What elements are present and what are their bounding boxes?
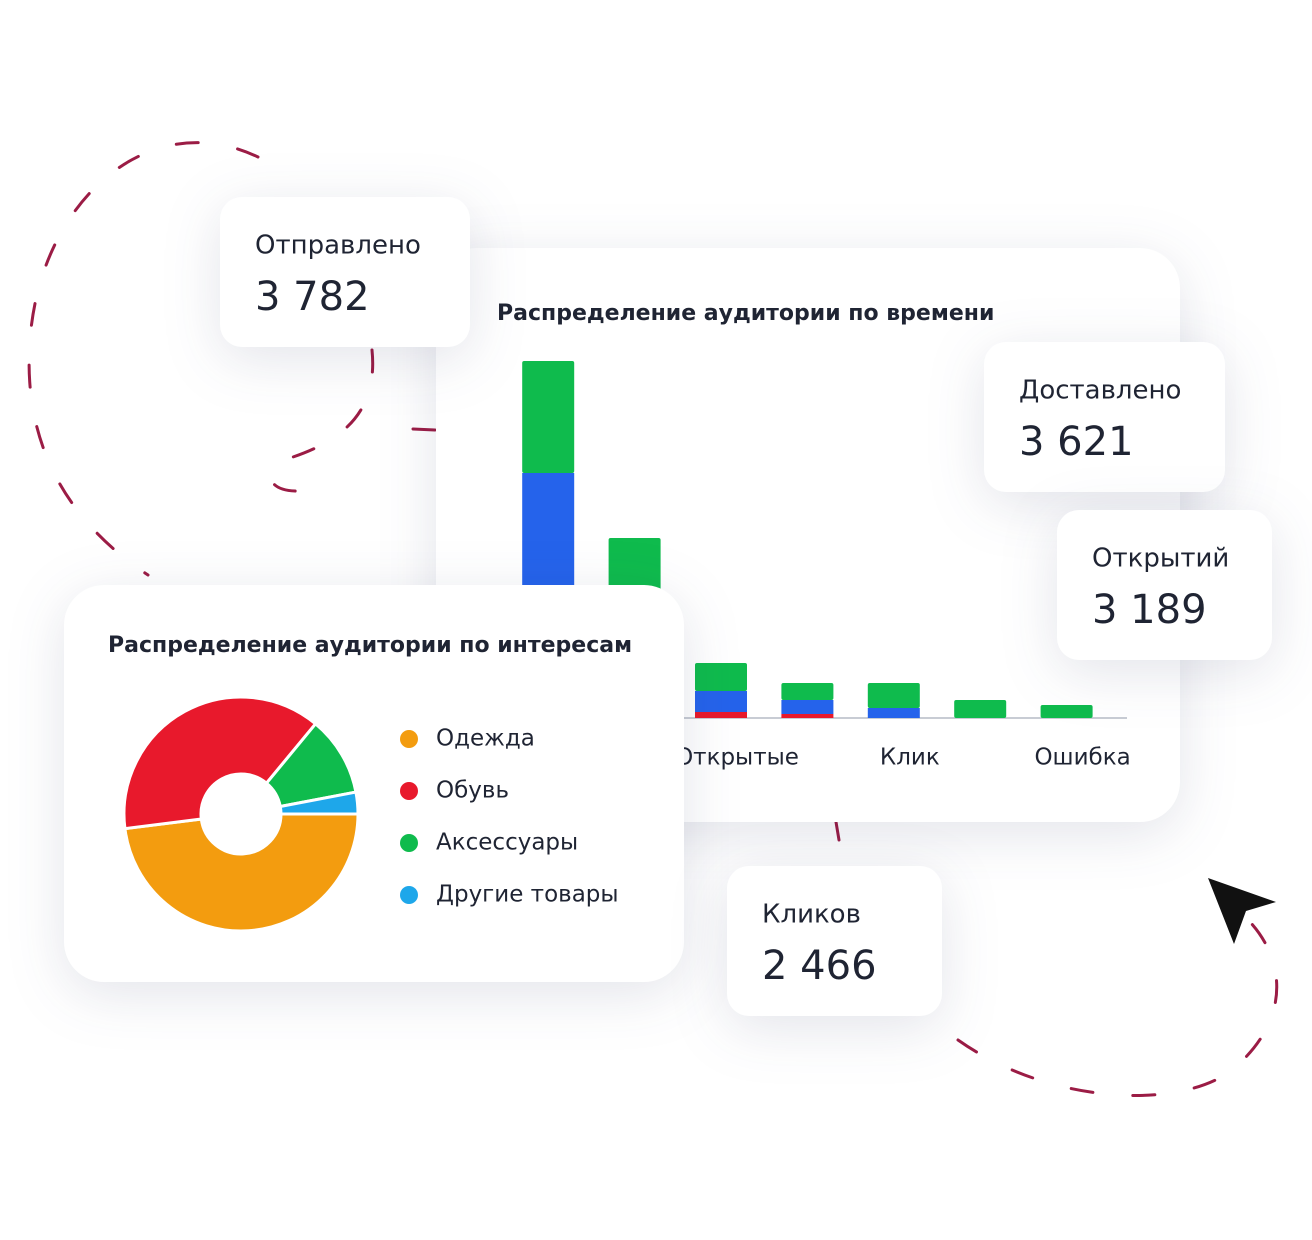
stat-card	[727, 866, 942, 1016]
bar-segment	[695, 712, 747, 718]
bar-segment	[954, 700, 1007, 718]
pie-card: Распределение аудитории по интересам Оде…	[64, 585, 684, 982]
stat-value: 3 189	[1092, 587, 1207, 633]
pie-slice	[122, 695, 318, 831]
bar-segment	[522, 361, 575, 473]
legend-swatch	[400, 834, 418, 852]
bar-segment	[695, 691, 747, 712]
chart-title: Распределение аудитории по интересам	[108, 633, 632, 658]
stat-label: Доставлено	[1019, 376, 1181, 406]
pie-slice	[123, 812, 360, 933]
legend-swatch	[400, 782, 418, 800]
legend-label: Аксессуары	[436, 830, 578, 856]
legend-swatch	[400, 886, 418, 904]
stat-label: Отправлено	[255, 231, 421, 261]
legend-label: Обувь	[436, 778, 509, 804]
stat-label: Кликов	[762, 900, 861, 930]
stat-card	[984, 342, 1225, 492]
stat-card	[220, 197, 470, 347]
stat-label: Открытий	[1092, 544, 1229, 574]
bar-segment	[781, 714, 834, 718]
legend-label: Одежда	[436, 726, 535, 752]
stat-value: 2 466	[762, 943, 877, 989]
bar-segment	[867, 708, 920, 718]
bar-segment	[781, 683, 834, 700]
cursor	[1208, 878, 1276, 944]
decoration	[956, 920, 1279, 1097]
x-tick-label: Клик	[880, 745, 940, 771]
stat-value: 3 621	[1019, 419, 1134, 465]
stat-value: 3 782	[255, 274, 370, 320]
x-tick-label: Ошибка	[1034, 745, 1130, 771]
bar-segment	[1040, 705, 1093, 718]
pie-slice	[278, 790, 360, 816]
decoration	[834, 820, 841, 842]
decoration	[411, 427, 438, 432]
legend-swatch	[400, 730, 418, 748]
stat-card	[1057, 510, 1272, 660]
bar-segment	[867, 683, 920, 708]
stat-cards: Отправлено 3 782 Доставлено 3 621 Открытий 3 …	[220, 197, 1272, 1016]
legend-label: Другие товары	[436, 882, 619, 908]
chart-title: Распределение аудитории по времени	[497, 301, 994, 326]
decoration	[269, 348, 375, 493]
bar-segment	[781, 700, 834, 714]
x-tick-label: Открытые	[675, 745, 799, 771]
bar-segment	[695, 663, 747, 691]
